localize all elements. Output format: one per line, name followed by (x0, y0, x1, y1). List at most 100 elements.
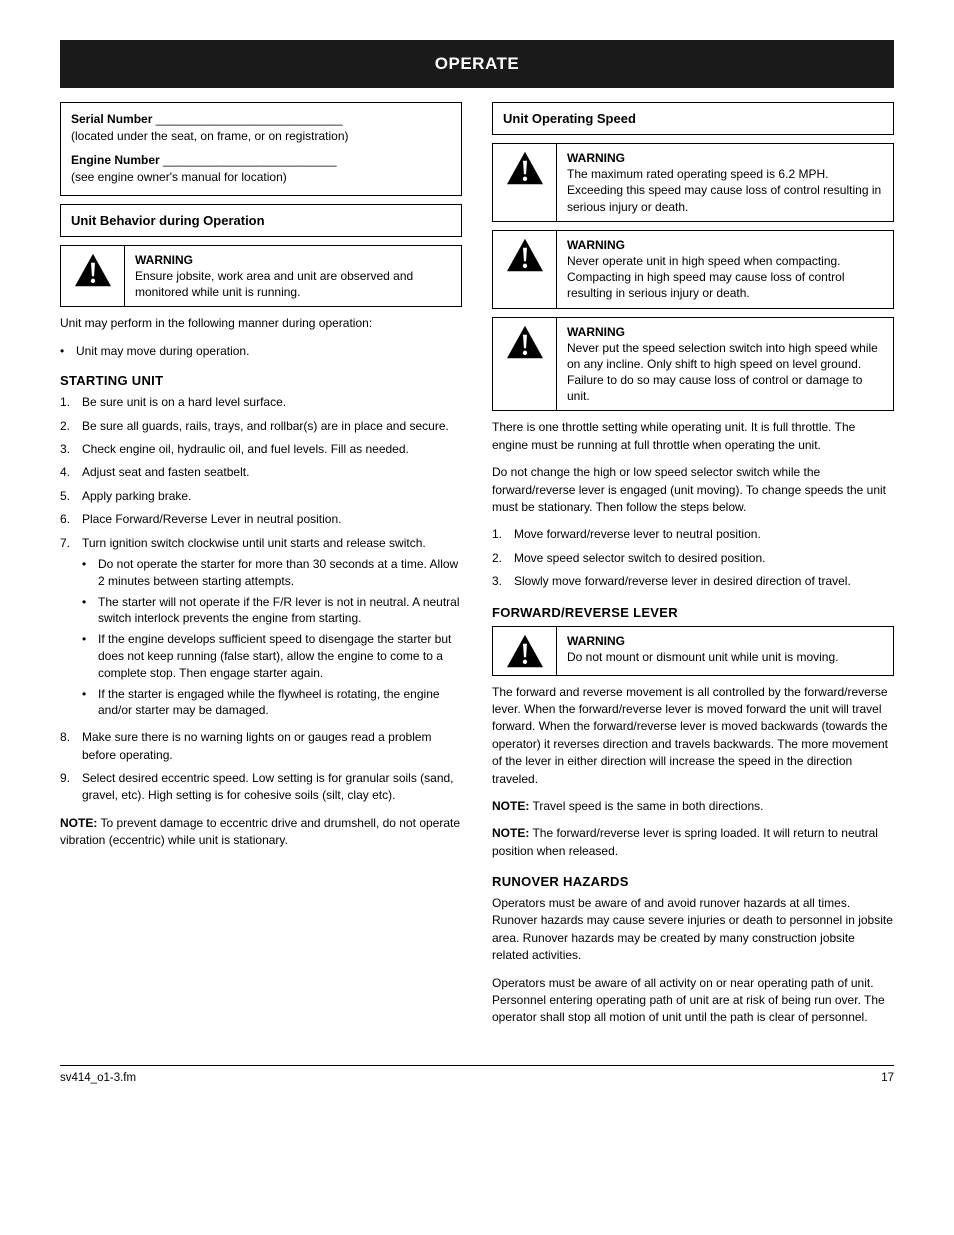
list-number: 6. (60, 511, 82, 528)
list-number: 3. (492, 573, 514, 590)
runover-p2: Operators must be aware of all activity … (492, 975, 894, 1027)
start-note: NOTE: To prevent damage to eccentric dri… (60, 815, 462, 850)
serial-label: Serial Number (71, 112, 152, 126)
warning-label: WARNING (567, 325, 625, 339)
warning-text-cell: WARNING Do not mount or dismount unit wh… (557, 627, 893, 675)
warning-text-cell: WARNING Never operate unit in high speed… (557, 231, 893, 308)
runover-heading: RUNOVER HAZARDS (492, 874, 894, 889)
note-text: The forward/reverse lever is spring load… (492, 826, 878, 857)
warning-text: Do not mount or dismount unit while unit… (567, 649, 883, 665)
warning-icon (505, 324, 545, 360)
warning-text: Never put the speed selection switch int… (567, 340, 883, 405)
bullet: • (82, 594, 98, 628)
list-item-text: Slowly move forward/reverse lever in des… (514, 573, 894, 590)
warning-icon-cell (493, 144, 557, 221)
engine-blank: __________________________ (160, 153, 337, 167)
footer-filename: sv414_o1-3.fm (60, 1072, 136, 1084)
speed-p1: There is one throttle setting while oper… (492, 419, 894, 454)
sub-list-item: •If the starter is engaged while the fly… (82, 686, 462, 720)
section-header: OPERATE (60, 40, 894, 88)
warning-text-cell: WARNING Never put the speed selection sw… (557, 318, 893, 411)
warning-icon (505, 633, 545, 669)
list-item-text: Check engine oil, hydraulic oil, and fue… (82, 441, 462, 458)
starting-heading: STARTING UNIT (60, 373, 462, 388)
sub-item-text: The starter will not operate if the F/R … (98, 594, 462, 628)
list-item: 3.Check engine oil, hydraulic oil, and f… (60, 441, 462, 458)
warning-box-fr: WARNING Do not mount or dismount unit wh… (492, 626, 894, 676)
note-label: NOTE: (60, 816, 97, 830)
list-item: 5.Apply parking brake. (60, 488, 462, 505)
list-item-text: Move forward/reverse lever to neutral po… (514, 526, 894, 543)
sub-list-item: •The starter will not operate if the F/R… (82, 594, 462, 628)
left-column: Serial Number __________________________… (60, 102, 462, 1037)
speed-title-box: Unit Operating Speed (492, 102, 894, 135)
serial-hint: (located under the seat, on frame, or on… (71, 128, 451, 145)
fr-p1: The forward and reverse movement is all … (492, 684, 894, 788)
list-item-text: Be sure unit is on a hard level surface. (82, 394, 462, 411)
serial-number-box: Serial Number __________________________… (60, 102, 462, 196)
warning-icon (505, 237, 545, 273)
warning-box-speed-3: WARNING Never put the speed selection sw… (492, 317, 894, 412)
fr-note1: NOTE: Travel speed is the same in both d… (492, 798, 894, 815)
engine-label: Engine Number (71, 153, 160, 167)
list-item: 8.Make sure there is no warning lights o… (60, 729, 462, 764)
sub-list-item: •If the engine develops sufficient speed… (82, 631, 462, 681)
list-number: 2. (60, 418, 82, 435)
list-item: 1.Move forward/reverse lever to neutral … (492, 526, 894, 543)
section-header-title: OPERATE (435, 54, 519, 74)
footer-page-number: 17 (881, 1072, 894, 1084)
list-number: 1. (492, 526, 514, 543)
list-number: 3. (60, 441, 82, 458)
behavior-intro: Unit may perform in the following manner… (60, 315, 462, 332)
list-item-text: Turn ignition switch clockwise until uni… (82, 535, 462, 724)
bullet: • (82, 686, 98, 720)
list-item: 2.Be sure all guards, rails, trays, and … (60, 418, 462, 435)
warning-text-cell: WARNING Ensure jobsite, work area and un… (125, 246, 461, 307)
sub-list-item: •Do not operate the starter for more tha… (82, 556, 462, 590)
warning-icon-cell (493, 231, 557, 308)
runover-p1: Operators must be aware of and avoid run… (492, 895, 894, 965)
bullet: • (82, 556, 98, 590)
list-item: 9.Select desired eccentric speed. Low se… (60, 770, 462, 805)
list-item: 3.Slowly move forward/reverse lever in d… (492, 573, 894, 590)
warning-box-behavior: WARNING Ensure jobsite, work area and un… (60, 245, 462, 308)
list-item-text: Make sure there is no warning lights on … (82, 729, 462, 764)
warning-icon-cell (493, 627, 557, 675)
list-item-text: Unit may move during operation. (76, 343, 462, 360)
warning-box-speed-2: WARNING Never operate unit in high speed… (492, 230, 894, 309)
warning-label: WARNING (567, 634, 625, 648)
warning-text: The maximum rated operating speed is 6.2… (567, 166, 883, 215)
list-item-text: Move speed selector switch to desired po… (514, 550, 894, 567)
serial-blank: ____________________________ (152, 112, 342, 126)
list-item: •Unit may move during operation. (60, 343, 462, 360)
list-item: 6.Place Forward/Reverse Lever in neutral… (60, 511, 462, 528)
list-item: 2.Move speed selector switch to desired … (492, 550, 894, 567)
sub-item-text: If the starter is engaged while the flyw… (98, 686, 462, 720)
page-root: OPERATE Serial Number __________________… (0, 0, 954, 1114)
list-item-text: Place Forward/Reverse Lever in neutral p… (82, 511, 462, 528)
warning-text: Never operate unit in high speed when co… (567, 253, 883, 302)
behavior-list: •Unit may move during operation. (60, 343, 462, 360)
fr-heading: FORWARD/REVERSE LEVER (492, 605, 894, 620)
list-item-text: Adjust seat and fasten seatbelt. (82, 464, 462, 481)
note-text: To prevent damage to eccentric drive and… (60, 816, 460, 847)
list-item: 4.Adjust seat and fasten seatbelt. (60, 464, 462, 481)
note-text: Travel speed is the same in both directi… (532, 799, 763, 813)
list-item: 1.Be sure unit is on a hard level surfac… (60, 394, 462, 411)
list-number: 5. (60, 488, 82, 505)
right-column: Unit Operating Speed WARNING The maximum… (492, 102, 894, 1037)
note-label: NOTE: (492, 826, 529, 840)
behavior-title: Unit Behavior during Operation (71, 213, 451, 228)
warning-text-cell: WARNING The maximum rated operating spee… (557, 144, 893, 221)
list-item-text: Select desired eccentric speed. Low sett… (82, 770, 462, 805)
behavior-title-box: Unit Behavior during Operation (60, 204, 462, 237)
list-number: 8. (60, 729, 82, 764)
engine-hint: (see engine owner's manual for location) (71, 169, 451, 186)
two-column-layout: Serial Number __________________________… (60, 102, 894, 1037)
bullet: • (82, 631, 98, 681)
warning-icon (73, 252, 113, 288)
list-item: 7.Turn ignition switch clockwise until u… (60, 535, 462, 724)
sub-item-text: If the engine develops sufficient speed … (98, 631, 462, 681)
warning-label: WARNING (567, 238, 625, 252)
fr-note2: NOTE: The forward/reverse lever is sprin… (492, 825, 894, 860)
